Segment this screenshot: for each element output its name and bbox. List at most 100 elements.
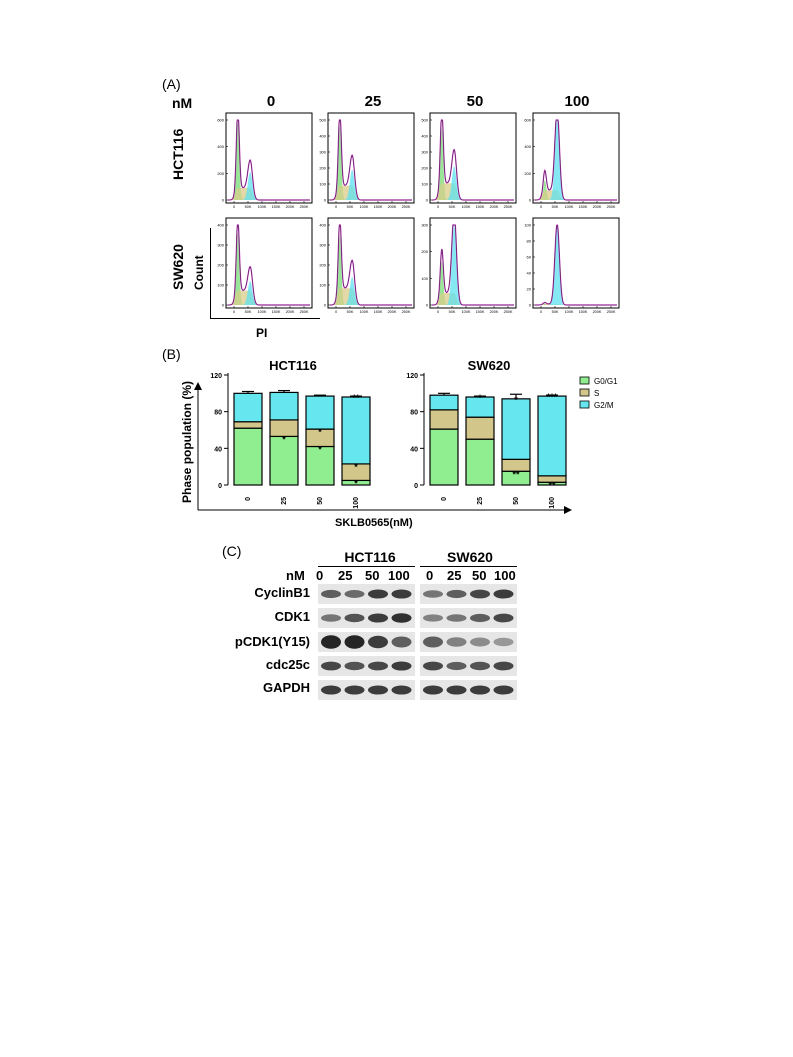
x-tick-label: 150K [374, 205, 383, 209]
significance-mark: ** [352, 393, 360, 403]
y-tick-label: 80 [527, 239, 532, 244]
band-lane-50 [470, 637, 490, 647]
band-lane-50 [368, 661, 388, 671]
bar-g0g1-25 [269, 435, 299, 486]
blot-background [420, 680, 517, 700]
bar-s-100 [537, 475, 567, 483]
bar-g2m-0 [233, 392, 263, 423]
x-tick-label-50: 50 [513, 497, 520, 505]
significance-mark: * [354, 462, 358, 472]
blot-background [318, 656, 415, 676]
lane-hct-100: 100 [388, 568, 410, 583]
g1-peak [330, 234, 380, 305]
x-tick-label: 250K [402, 310, 411, 314]
conc-label-50: 50 [466, 93, 484, 110]
blot-background [420, 656, 517, 676]
band-lane-100 [493, 637, 514, 647]
x-tick-label: 50K [449, 205, 456, 209]
x-tick-label: 200K [593, 310, 602, 314]
y-tick-label: 200 [217, 171, 224, 176]
y-tick-label: 0 [426, 198, 429, 203]
y-tick-label: 60 [527, 255, 532, 260]
x-tick-label: 250K [504, 310, 513, 314]
x-tick-label: 250K [402, 205, 411, 209]
legend-label-g2m: G2/M [594, 401, 614, 410]
bar-s-0 [233, 421, 263, 429]
g1-peak [228, 233, 278, 305]
blot-label-pcdk1: pCDK1(Y15) [234, 634, 310, 649]
band-lane-25 [344, 635, 365, 649]
count-axis-line [210, 228, 211, 318]
blot-strip-sw620-cdc25c [420, 656, 517, 676]
x-tick-label: 0 [233, 310, 235, 314]
y-tick-label: 300 [319, 150, 326, 155]
bar-g0g1-0 [429, 428, 459, 486]
blot-background [318, 680, 415, 700]
y-tick-label: 100 [421, 276, 428, 281]
y-tick-label: 300 [421, 223, 428, 228]
y-tick-label: 100 [217, 283, 224, 288]
band-lane-50 [470, 613, 490, 623]
band-lane-50 [368, 635, 388, 649]
x-tick-label-50: 50 [317, 497, 324, 505]
band-lane-100 [391, 636, 412, 648]
panel-a-unit: nM [172, 95, 193, 111]
y-tick-label: 500 [319, 118, 326, 123]
y-tick-label: 200 [421, 166, 428, 171]
bar-g0g1-0 [233, 427, 263, 486]
g1-peak [330, 126, 380, 200]
band-lane-0 [423, 614, 443, 622]
x-tick-label: 100K [565, 205, 574, 209]
blot-background [318, 584, 415, 604]
x-tick-label-100: 100 [549, 497, 556, 509]
blot-strip-hct116-cyclinb1 [318, 584, 415, 604]
x-tick-label: 0 [540, 205, 542, 209]
g2m-peak [330, 277, 380, 305]
y-tick-label: 0 [222, 303, 225, 308]
band-lane-0 [423, 636, 443, 648]
data-curve [431, 224, 514, 306]
blot-label-cdk1: CDK1 [274, 609, 310, 624]
legend-swatch-s [579, 388, 590, 397]
x-tick-label: 200K [286, 310, 295, 314]
y-tick-label: 400 [524, 144, 531, 149]
band-lane-100 [391, 613, 412, 623]
x-tick-label-0: 0 [245, 497, 252, 501]
x-tick-label: 200K [388, 310, 397, 314]
conc-label-100: 100 [564, 93, 590, 110]
band-lane-100 [493, 661, 514, 671]
x-tick-label: 150K [579, 205, 588, 209]
outer-x-arrow [564, 506, 572, 514]
flow-plot-hct116-0: 0 200 400 600 0 50K 100K 150K 200K 250K [217, 112, 313, 209]
bar-g0g1-25 [465, 438, 495, 486]
x-tick-label: 250K [300, 310, 309, 314]
flow-plot-hct116-100: 0 200 400 600 0 50K 100K 150K 200K 250K [524, 112, 620, 209]
y-tick-label: 40 [527, 271, 532, 276]
bar-g2m-0 [429, 394, 459, 411]
lane-sw-25: 25 [447, 568, 462, 583]
x-tick-label: 200K [286, 205, 295, 209]
y-tick-label: 0 [324, 303, 327, 308]
x-tick-label: 200K [593, 205, 602, 209]
x-tick-label: 250K [300, 205, 309, 209]
x-tick-label-0: 0 [441, 497, 448, 501]
bar-s-25 [269, 419, 299, 438]
significance-mark: * [318, 427, 322, 437]
g1-peak [535, 180, 585, 200]
blot-group-sw620: SW620 [447, 549, 493, 565]
band-lane-50 [470, 685, 490, 695]
bar-g2m-50 [305, 395, 335, 430]
blot-strip-sw620-cdk1 [420, 608, 517, 628]
y-tick-label: 400 [421, 134, 428, 139]
x-tick-label: 150K [476, 310, 485, 314]
flow-plot-hct116-50: 0 100 200 300 400 500 0 50K 100K 150K 200K 250K [421, 112, 517, 209]
band-lane-25 [446, 685, 467, 695]
band-lane-25 [344, 613, 365, 623]
y-tick-label: 400 [319, 223, 326, 228]
legend-label-g0g1: G0/G1 [594, 377, 618, 386]
significance-mark: * [478, 393, 482, 403]
y-tick-label: 100 [319, 283, 326, 288]
y-tick-label: 0 [414, 483, 418, 490]
significance-mark: * [318, 445, 322, 455]
